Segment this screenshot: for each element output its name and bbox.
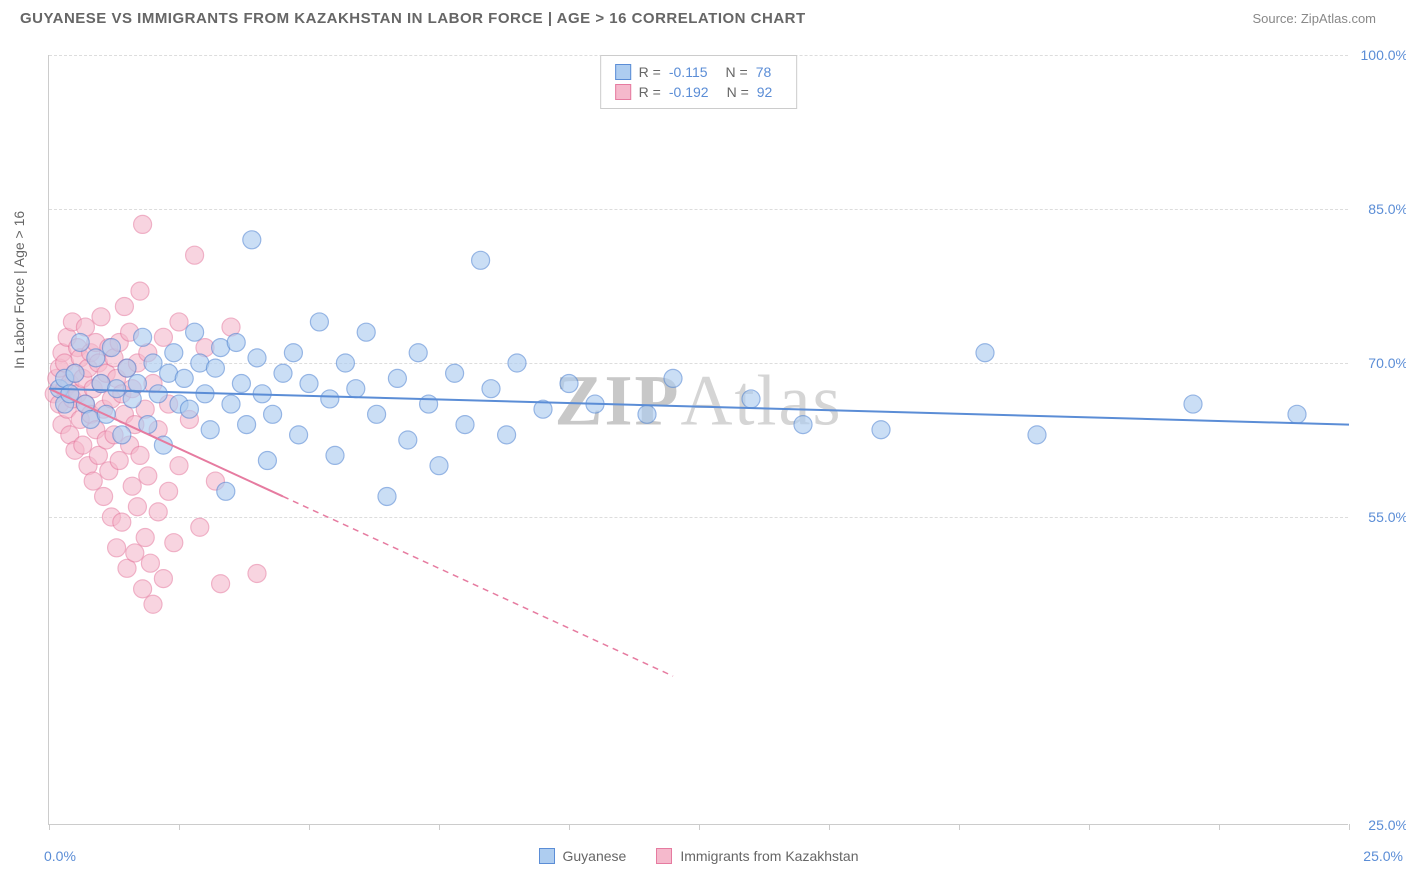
legend-stats-row: R = -0.115 N = 78	[615, 62, 783, 82]
y-tick-label: 25.0%	[1353, 817, 1406, 833]
scatter-plot	[49, 55, 1348, 824]
y-tick-label: 70.0%	[1353, 355, 1406, 371]
n-value: 92	[757, 84, 773, 100]
x-tick	[959, 824, 960, 830]
n-label: N =	[726, 64, 748, 80]
x-tick	[1089, 824, 1090, 830]
r-label: R =	[639, 84, 661, 100]
x-tick	[309, 824, 310, 830]
legend-swatch	[656, 848, 672, 864]
chart-title: GUYANESE VS IMMIGRANTS FROM KAZAKHSTAN I…	[20, 10, 806, 27]
y-tick-label: 100.0%	[1353, 47, 1406, 63]
y-axis-label: In Labor Force | Age > 16	[11, 210, 27, 368]
r-value: -0.115	[669, 64, 708, 80]
n-value: 78	[756, 64, 772, 80]
x-tick	[1349, 824, 1350, 830]
x-tick-left: 0.0%	[44, 848, 76, 864]
legend-series: Guyanese Immigrants from Kazakhstan	[539, 848, 859, 864]
legend-series-item: Guyanese	[539, 848, 627, 864]
r-value: -0.192	[669, 84, 709, 100]
legend-swatch	[539, 848, 555, 864]
x-tick-right: 25.0%	[1363, 848, 1403, 864]
x-tick	[829, 824, 830, 830]
legend-series-label: Immigrants from Kazakhstan	[680, 848, 858, 864]
legend-series-label: Guyanese	[563, 848, 627, 864]
n-label: N =	[727, 84, 749, 100]
x-tick	[49, 824, 50, 830]
legend-stats-row: R = -0.192 N = 92	[615, 82, 783, 102]
r-label: R =	[639, 64, 661, 80]
legend-series-item: Immigrants from Kazakhstan	[656, 848, 858, 864]
legend-swatch	[615, 64, 631, 80]
x-tick	[699, 824, 700, 830]
x-tick	[179, 824, 180, 830]
x-tick	[439, 824, 440, 830]
x-tick	[1219, 824, 1220, 830]
legend-stats: R = -0.115 N = 78 R = -0.192 N = 92	[600, 55, 798, 109]
legend-swatch	[615, 84, 631, 100]
x-tick	[569, 824, 570, 830]
source-label: Source: ZipAtlas.com	[1252, 11, 1376, 26]
y-tick-label: 55.0%	[1353, 509, 1406, 525]
chart-area: In Labor Force | Age > 16 ZIPAtlas 100.0…	[48, 55, 1348, 825]
y-tick-label: 85.0%	[1353, 201, 1406, 217]
